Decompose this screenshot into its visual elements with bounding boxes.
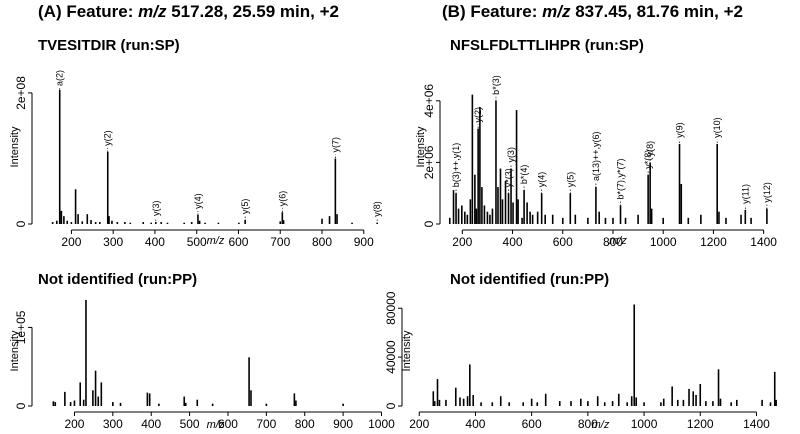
chart-b-sp: NFSLFDLTTLIHPR (run:SP) 200 400 600 800 1000…: [415, 37, 777, 249]
x-tick-label: 600: [228, 235, 248, 249]
annotation-label: y(2): [103, 130, 113, 146]
x-tick-label: 1200: [700, 235, 727, 249]
y-tick-label: 2e+06: [422, 145, 436, 179]
x-tick-label: 300: [103, 417, 123, 431]
y-tick-label: 0: [14, 402, 28, 409]
x-axis-label: m/z: [207, 235, 225, 247]
annotation-label: y*(3): [504, 168, 514, 187]
panel-a-title-rest: 517.28, 25.59 min, +2: [166, 2, 338, 21]
annotation-label: y(9): [675, 122, 685, 138]
annotation-label: a(13)++,y(6): [591, 132, 601, 182]
annotation-label: y(5): [565, 172, 575, 188]
x-tick-label: 1400: [750, 235, 777, 249]
x-tick-label: 1000: [368, 417, 395, 431]
annotation-label: y(8): [645, 141, 655, 157]
x-tick-label: 200: [452, 235, 472, 249]
annotation-label: y(3): [506, 147, 516, 163]
x-tick-label: 600: [218, 417, 238, 431]
y-axis-label: Intensity: [9, 126, 21, 167]
y-axis-label: Intensity: [415, 126, 427, 167]
x-tick-label: 1400: [743, 417, 770, 431]
annotation-label: y(10): [712, 117, 722, 138]
x-tick-label: 900: [333, 417, 353, 431]
y-tick-label: 40000: [384, 340, 398, 374]
x-tick-label: 800: [578, 417, 598, 431]
panel-a-title-prefix: (A) Feature:: [38, 2, 138, 21]
panel-b-title: (B) Feature: m/z 837.45, 81.76 min, +2: [442, 2, 743, 21]
y-tick-label: 0: [14, 220, 28, 227]
x-axis-label: m/z: [207, 419, 225, 431]
y-tick-label: 2e+08: [14, 76, 28, 110]
x-tick-label: 1200: [687, 417, 714, 431]
annotation-label: a(2): [55, 70, 65, 86]
chart-a-sp: TVESITDIR (run:SP) 200 300 400 500 600 700 800…: [9, 37, 382, 249]
annotation-label: y(2): [473, 107, 483, 123]
chart-b-sp-title: NFSLFDLTTLIHPR (run:SP): [450, 37, 644, 54]
annotation-label: b*(3): [491, 75, 501, 95]
x-tick-label: 1000: [650, 235, 677, 249]
annotation-label: b(3)++,y(1): [451, 143, 461, 188]
chart-a-pp-title: Not identified (run:PP): [38, 271, 197, 288]
x-tick-label: 300: [103, 235, 123, 249]
x-tick-label: 500: [180, 417, 200, 431]
annotation-label: y(11): [740, 184, 750, 204]
x-tick-label: 600: [553, 235, 573, 249]
panel-b-title-rest: 837.45, 81.76 min, +2: [570, 2, 742, 21]
x-tick-label: 400: [503, 235, 523, 249]
y-tick-label: 4e+06: [422, 84, 436, 118]
panel-a-title: (A) Feature: m/z 517.28, 25.59 min, +2: [38, 2, 339, 21]
y-tick-label: 0: [422, 220, 436, 227]
y-tick-label: 80000: [384, 291, 398, 325]
x-tick-label: 200: [61, 235, 81, 249]
chart-b-pp-title: Not identified (run:PP): [450, 271, 609, 288]
annotation-label: b*(7),y*(7): [616, 159, 626, 200]
annotation-label: y(3): [151, 201, 161, 217]
y-axis-label: Intensity: [401, 330, 413, 371]
panel-a-title-mz: m/z: [138, 2, 167, 21]
annotation-label: y(4): [193, 193, 203, 209]
x-axis-label: m/z: [592, 419, 610, 431]
annotation-label: y(12): [762, 182, 772, 203]
y-axis-label: Intensity: [9, 330, 21, 371]
panel-b-title-mz: m/z: [542, 2, 571, 21]
y-tick-label: 0: [384, 402, 398, 409]
x-tick-label: 600: [522, 417, 542, 431]
annotation-label: y*(8): [643, 150, 653, 169]
annotation-label: y(4): [537, 172, 547, 188]
chart-a-pp: Not identified (run:PP) 200 300 400 500 600 7…: [9, 271, 395, 431]
chart-a-sp-title: TVESITDIR (run:SP): [38, 37, 180, 54]
annotation-label: y(8): [372, 201, 382, 217]
x-tick-label: 500: [187, 235, 207, 249]
x-tick-label: 900: [354, 235, 374, 249]
x-tick-label: 800: [295, 417, 315, 431]
x-tick-label: 200: [409, 417, 429, 431]
x-tick-label: 400: [141, 417, 161, 431]
x-tick-label: 200: [64, 417, 84, 431]
x-tick-label: 400: [465, 417, 485, 431]
annotation-label: y(6): [277, 191, 287, 207]
annotation-label: y(7): [330, 137, 340, 153]
x-tick-label: 1000: [631, 417, 658, 431]
x-tick-label: 800: [312, 235, 332, 249]
x-tick-label: 700: [256, 417, 276, 431]
x-tick-label: 400: [145, 235, 165, 249]
x-tick-label: 800: [603, 235, 623, 249]
x-tick-label: 700: [270, 235, 290, 249]
annotation-label: y(5): [240, 199, 250, 215]
annotation-label: b*(4): [519, 165, 529, 185]
y-tick-label: 1e+05: [14, 310, 28, 344]
panel-b-title-prefix: (B) Feature:: [442, 2, 542, 21]
x-axis-label: m/z: [609, 235, 627, 247]
chart-b-pp: Not identified (run:PP) 200 400 600 800 1000…: [384, 271, 777, 431]
